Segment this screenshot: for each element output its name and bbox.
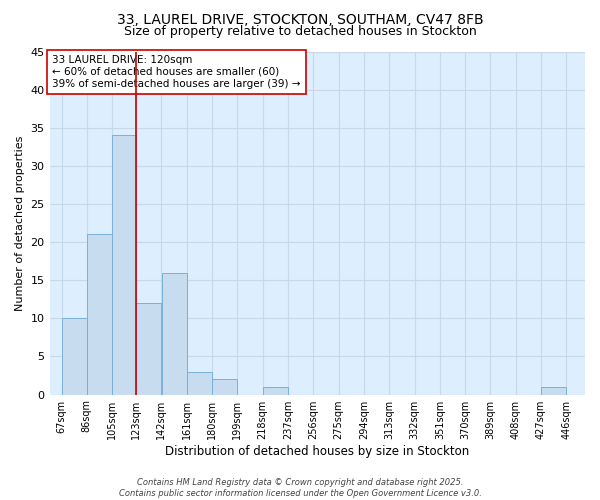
Bar — [187, 372, 212, 394]
Bar — [136, 303, 161, 394]
Bar — [87, 234, 112, 394]
Text: Size of property relative to detached houses in Stockton: Size of property relative to detached ho… — [124, 25, 476, 38]
Text: Contains HM Land Registry data © Crown copyright and database right 2025.
Contai: Contains HM Land Registry data © Crown c… — [119, 478, 481, 498]
Text: 33, LAUREL DRIVE, STOCKTON, SOUTHAM, CV47 8FB: 33, LAUREL DRIVE, STOCKTON, SOUTHAM, CV4… — [116, 12, 484, 26]
Bar — [212, 380, 237, 394]
X-axis label: Distribution of detached houses by size in Stockton: Distribution of detached houses by size … — [165, 444, 469, 458]
Bar — [62, 318, 86, 394]
Bar — [112, 136, 136, 394]
Bar — [263, 387, 288, 394]
Bar — [541, 387, 566, 394]
Text: 33 LAUREL DRIVE: 120sqm
← 60% of detached houses are smaller (60)
39% of semi-de: 33 LAUREL DRIVE: 120sqm ← 60% of detache… — [52, 56, 301, 88]
Bar — [161, 272, 187, 394]
Y-axis label: Number of detached properties: Number of detached properties — [15, 136, 25, 310]
